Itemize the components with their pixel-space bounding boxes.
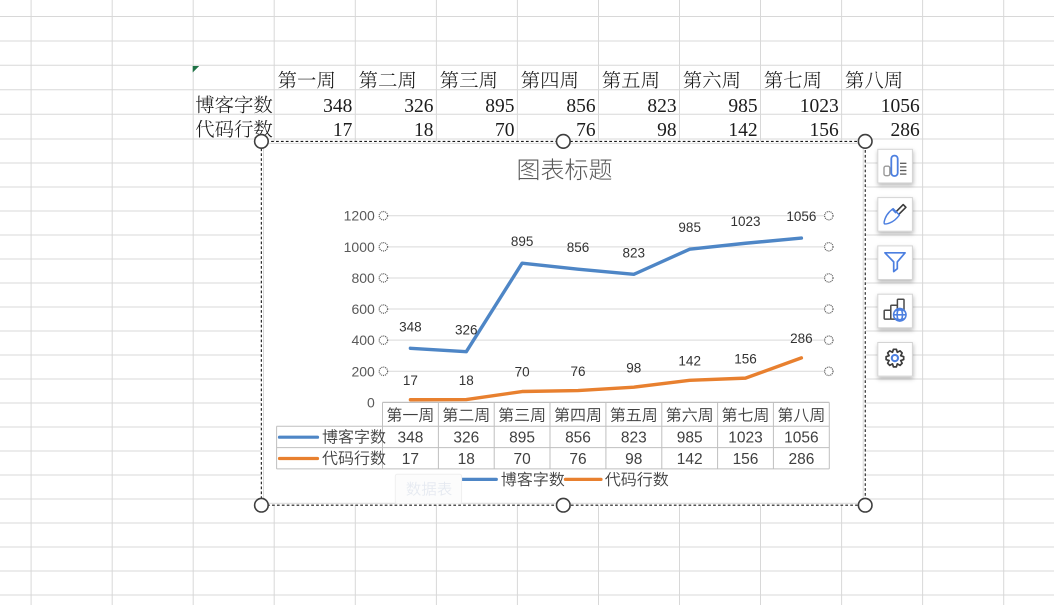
svg-text:70: 70 [495,120,515,141]
svg-text:1056: 1056 [786,209,816,224]
svg-text:156: 156 [734,351,757,366]
svg-text:856: 856 [566,96,596,117]
svg-text:286: 286 [788,451,814,468]
svg-text:142: 142 [678,354,701,369]
svg-text:856: 856 [565,430,591,447]
svg-text:895: 895 [509,430,535,447]
svg-text:348: 348 [397,430,423,447]
svg-text:76: 76 [576,120,596,141]
svg-text:856: 856 [567,240,590,255]
svg-text:400: 400 [351,332,375,348]
svg-text:985: 985 [678,220,701,235]
svg-text:156: 156 [733,451,759,468]
svg-text:17: 17 [402,451,419,468]
svg-text:895: 895 [485,96,514,117]
svg-text:156: 156 [809,120,839,141]
svg-text:18: 18 [459,373,474,388]
svg-text:76: 76 [569,451,586,468]
svg-text:1023: 1023 [730,214,760,229]
svg-text:98: 98 [657,120,677,141]
svg-text:985: 985 [728,96,757,117]
svg-text:286: 286 [891,120,921,141]
svg-text:17: 17 [333,120,353,141]
svg-text:823: 823 [623,245,646,260]
svg-text:800: 800 [351,270,375,286]
svg-text:70: 70 [515,365,530,380]
svg-text:286: 286 [790,331,813,346]
svg-text:1056: 1056 [784,430,818,447]
svg-text:326: 326 [453,430,479,447]
svg-text:1023: 1023 [728,430,762,447]
svg-text:98: 98 [626,360,641,375]
svg-text:70: 70 [513,451,531,468]
svg-text:348: 348 [323,96,352,117]
svg-text:142: 142 [728,120,757,141]
svg-text:985: 985 [677,430,703,447]
svg-text:98: 98 [625,451,642,468]
svg-text:18: 18 [458,451,475,468]
svg-text:1056: 1056 [881,96,920,117]
svg-text:600: 600 [351,301,375,317]
svg-text:1000: 1000 [344,239,375,255]
svg-text:0: 0 [367,394,375,410]
svg-text:348: 348 [399,319,422,334]
svg-text:17: 17 [403,373,418,388]
svg-text:326: 326 [404,96,434,117]
svg-text:326: 326 [455,323,478,338]
svg-text:895: 895 [511,234,534,249]
svg-text:823: 823 [621,430,647,447]
svg-text:200: 200 [351,363,375,379]
svg-text:142: 142 [677,451,703,468]
svg-text:1023: 1023 [800,96,839,117]
svg-text:76: 76 [570,364,585,379]
svg-text:18: 18 [414,120,434,141]
svg-text:1200: 1200 [344,208,375,224]
svg-text:823: 823 [647,96,676,117]
